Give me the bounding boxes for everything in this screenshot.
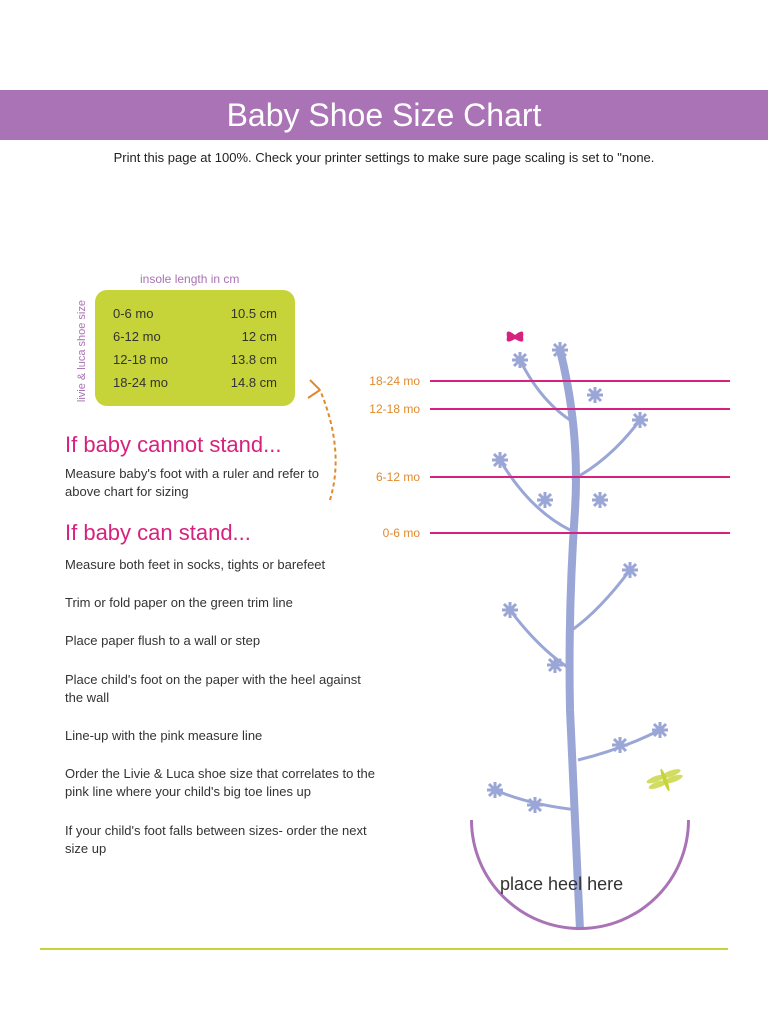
table-row: 6-12 mo 12 cm [113, 325, 277, 348]
measure-label: 6-12 mo [360, 470, 420, 484]
trim-line [40, 948, 728, 950]
measure-line [430, 476, 730, 478]
size-box-header: insole length in cm [140, 272, 239, 286]
measure-line [430, 532, 730, 534]
age-cell: 6-12 mo [113, 329, 161, 344]
steps-list: Measure both feet in socks, tights or ba… [65, 556, 375, 878]
measure-area: 18-24 mo 12-18 mo 6-12 mo 0-6 mo place h… [380, 330, 740, 950]
heel-text: place heel here [500, 874, 700, 895]
step-item: Measure both feet in socks, tights or ba… [65, 556, 375, 574]
step-item: Place paper flush to a wall or step [65, 632, 375, 650]
step-item: If your child's foot falls between sizes… [65, 822, 375, 858]
size-box-side-label: livie & luca shoe size [76, 300, 88, 402]
step-item: Trim or fold paper on the green trim lin… [65, 594, 375, 612]
measure-label: 18-24 mo [360, 374, 420, 388]
age-cell: 12-18 mo [113, 352, 168, 367]
age-cell: 18-24 mo [113, 375, 168, 390]
title-banner: Baby Shoe Size Chart [0, 90, 768, 140]
length-cell: 13.8 cm [231, 352, 277, 367]
size-table: 0-6 mo 10.5 cm 6-12 mo 12 cm 12-18 mo 13… [95, 290, 295, 406]
step-item: Place child's foot on the paper with the… [65, 671, 375, 707]
measure-label: 0-6 mo [360, 526, 420, 540]
length-cell: 14.8 cm [231, 375, 277, 390]
measure-line [430, 408, 730, 410]
age-cell: 0-6 mo [113, 306, 153, 321]
table-row: 18-24 mo 14.8 cm [113, 371, 277, 394]
step-item: Line-up with the pink measure line [65, 727, 375, 745]
can-stand-heading: If baby can stand... [65, 520, 251, 546]
length-cell: 10.5 cm [231, 306, 277, 321]
measure-label: 12-18 mo [360, 402, 420, 416]
measure-line [430, 380, 730, 382]
cannot-stand-heading: If baby cannot stand... [65, 432, 281, 458]
step-item: Order the Livie & Luca shoe size that co… [65, 765, 375, 801]
table-row: 0-6 mo 10.5 cm [113, 302, 277, 325]
cannot-stand-text: Measure baby's foot with a ruler and ref… [65, 465, 325, 501]
length-cell: 12 cm [242, 329, 277, 344]
page-title: Baby Shoe Size Chart [227, 97, 542, 134]
print-instruction: Print this page at 100%. Check your prin… [0, 150, 768, 165]
table-row: 12-18 mo 13.8 cm [113, 348, 277, 371]
